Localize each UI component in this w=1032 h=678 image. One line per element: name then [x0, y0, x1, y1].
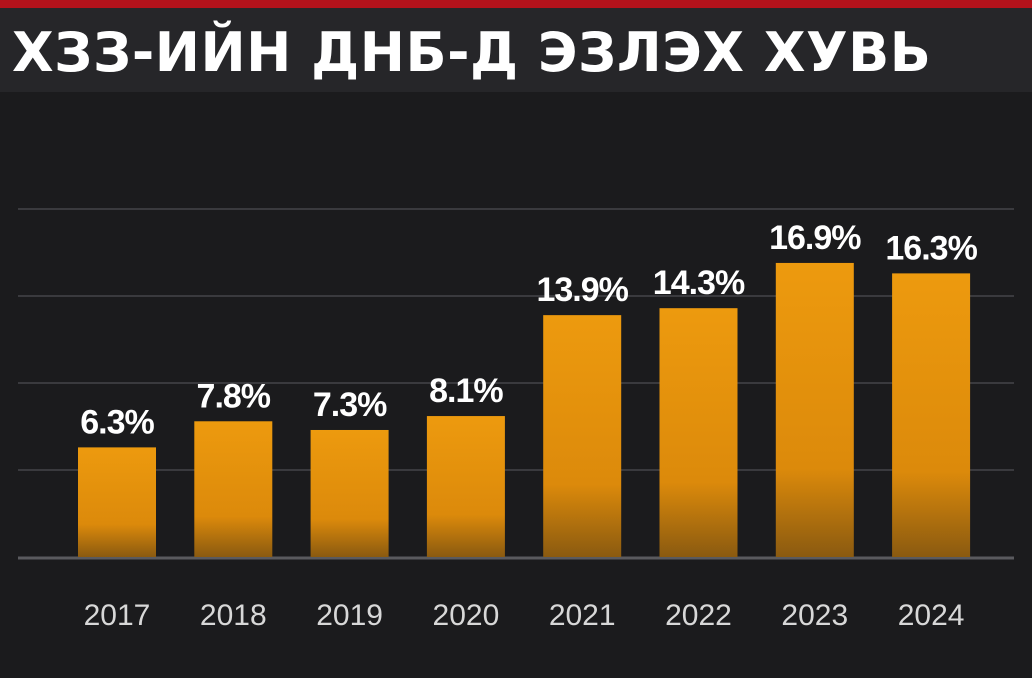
x-tick-label-2019: 2019	[316, 599, 383, 632]
x-tick-label-2023: 2023	[781, 599, 848, 632]
data-label-2018: 7.8%	[197, 377, 271, 415]
bar-2019	[310, 429, 389, 557]
title-header: ХЗЗ-ИЙН ДНБ-Д ЭЗЛЭХ ХУВЬ	[0, 8, 1032, 92]
data-label-2017: 6.3%	[80, 403, 154, 441]
data-label-2021: 13.9%	[536, 271, 628, 309]
x-tick-label-2020: 2020	[433, 599, 500, 632]
x-tick-label-2024: 2024	[898, 599, 965, 632]
data-label-2019: 7.3%	[313, 386, 387, 424]
bar-2018	[194, 421, 273, 557]
data-label-2022: 14.3%	[653, 264, 745, 302]
bar-2017	[78, 447, 156, 557]
bar-2020	[426, 416, 505, 557]
x-tick-label-2018: 2018	[200, 599, 267, 632]
data-label-2020: 8.1%	[429, 372, 503, 410]
chart-title: ХЗЗ-ИЙН ДНБ-Д ЭЗЛЭХ ХУВЬ	[12, 21, 932, 84]
bar-2024	[892, 273, 971, 557]
bar-2021	[543, 315, 622, 557]
x-tick-label-2021: 2021	[549, 599, 616, 632]
top-accent-bar	[0, 0, 1032, 8]
data-label-2023: 16.9%	[769, 219, 861, 257]
data-label-2024: 16.3%	[885, 229, 977, 267]
x-tick-label-2022: 2022	[665, 599, 732, 632]
x-tick-label-2017: 2017	[84, 599, 151, 632]
bar-2022	[659, 308, 738, 557]
bar-2023	[775, 262, 854, 557]
